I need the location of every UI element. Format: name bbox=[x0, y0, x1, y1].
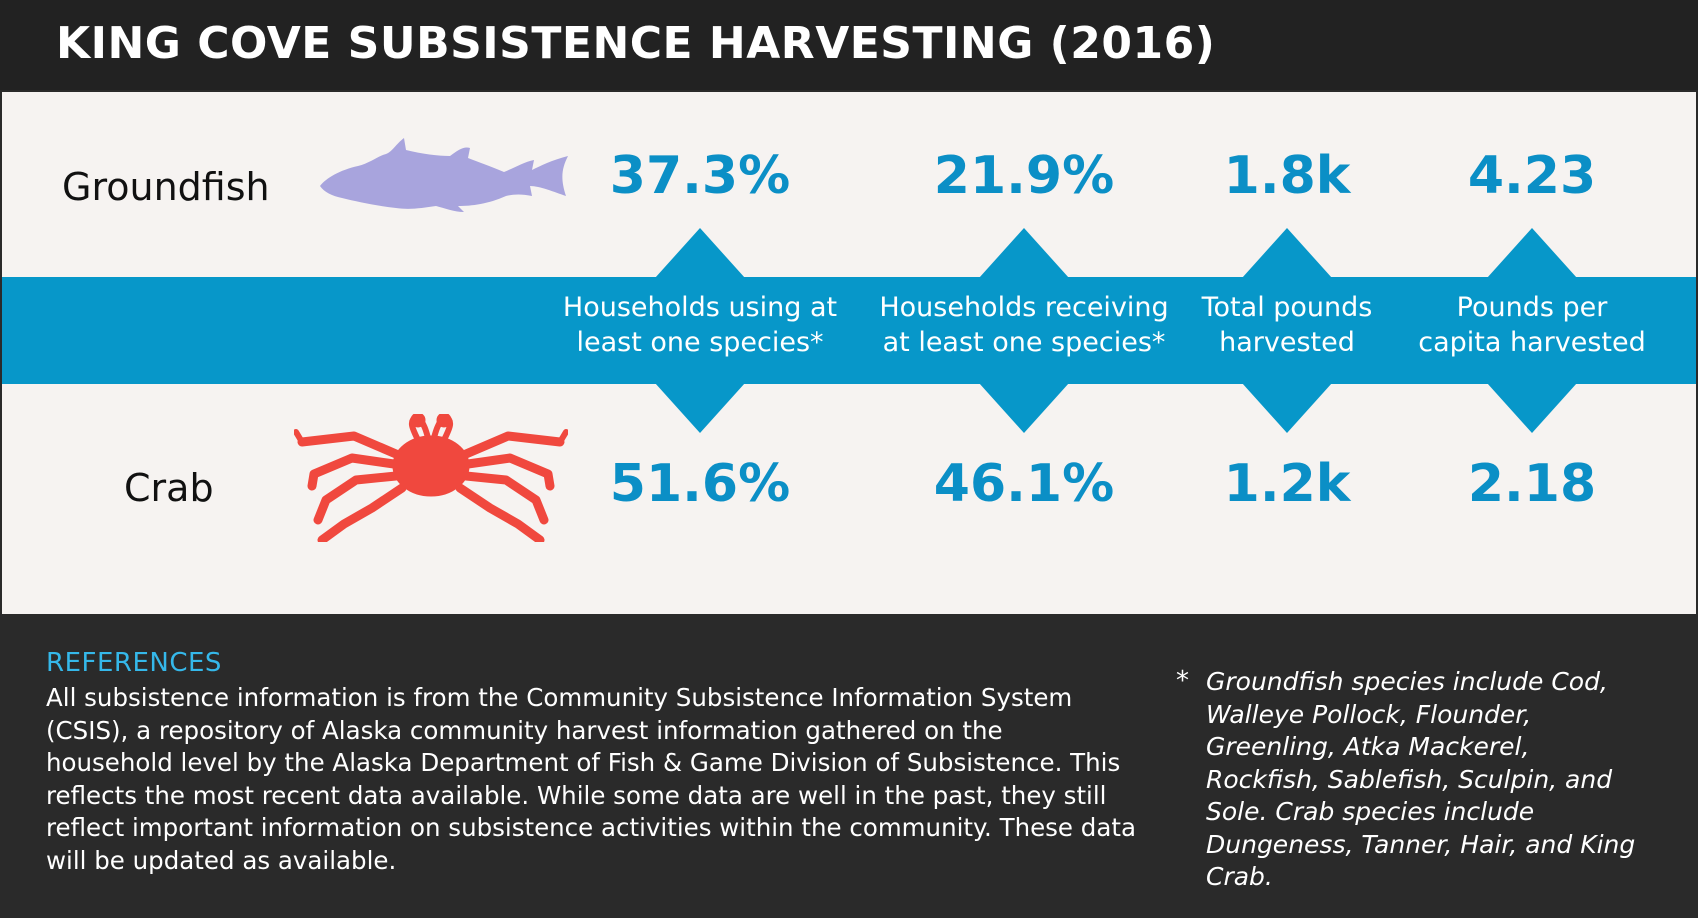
references-body: All subsistence information is from the … bbox=[46, 683, 1136, 875]
pointer-up bbox=[1487, 228, 1577, 278]
crab-total-pounds-value: 1.2k bbox=[1223, 454, 1351, 514]
references-heading: REFERENCES bbox=[46, 648, 222, 678]
pointer-up bbox=[1242, 228, 1332, 278]
metric-column-households-using: 37.3% Households using at least one speci… bbox=[563, 0, 837, 918]
header-bar: KING COVE SUBSISTENCE HARVESTING (2016) bbox=[0, 0, 1698, 90]
row-label-crab: Crab bbox=[124, 466, 214, 510]
pointer-down bbox=[655, 383, 745, 433]
pointer-down bbox=[979, 383, 1069, 433]
groundfish-households-receiving-value: 21.9% bbox=[933, 146, 1115, 206]
footnote-marker: * bbox=[1176, 666, 1189, 696]
groundfish-total-pounds-value: 1.8k bbox=[1223, 146, 1351, 206]
crab-households-using-value: 51.6% bbox=[609, 454, 791, 514]
caption-households-receiving: Households receiving at least one species… bbox=[879, 292, 1169, 358]
crab-households-receiving-value: 46.1% bbox=[933, 454, 1115, 514]
row-label-groundfish: Groundfish bbox=[62, 165, 270, 209]
page-title: KING COVE SUBSISTENCE HARVESTING (2016) bbox=[56, 18, 1216, 69]
metric-column-total-pounds: 1.8k Total pounds harvested 1.2k bbox=[1187, 0, 1387, 918]
pointer-down bbox=[1242, 383, 1332, 433]
groundfish-households-using-value: 37.3% bbox=[609, 146, 791, 206]
fish-icon bbox=[320, 138, 568, 212]
caption-total-pounds: Total pounds harvested bbox=[1201, 292, 1373, 358]
crab-per-capita-value: 2.18 bbox=[1467, 454, 1597, 514]
caption-households-using: Households using at least one species* bbox=[562, 292, 838, 358]
groundfish-per-capita-value: 4.23 bbox=[1467, 146, 1597, 206]
pointer-up bbox=[979, 228, 1069, 278]
caption-band bbox=[2, 277, 1696, 384]
pointer-down bbox=[1487, 383, 1577, 433]
metric-column-households-receiving: 21.9% Households receiving at least one s… bbox=[879, 0, 1168, 918]
footnote-text: Groundfish species include Cod, Walleye … bbox=[1206, 667, 1636, 891]
pointer-up bbox=[655, 228, 745, 278]
metric-column-per-capita: 4.23 Pounds per capita harvested 2.18 bbox=[1418, 0, 1646, 918]
crab-icon bbox=[294, 414, 568, 542]
caption-per-capita: Pounds per capita harvested bbox=[1418, 292, 1646, 358]
